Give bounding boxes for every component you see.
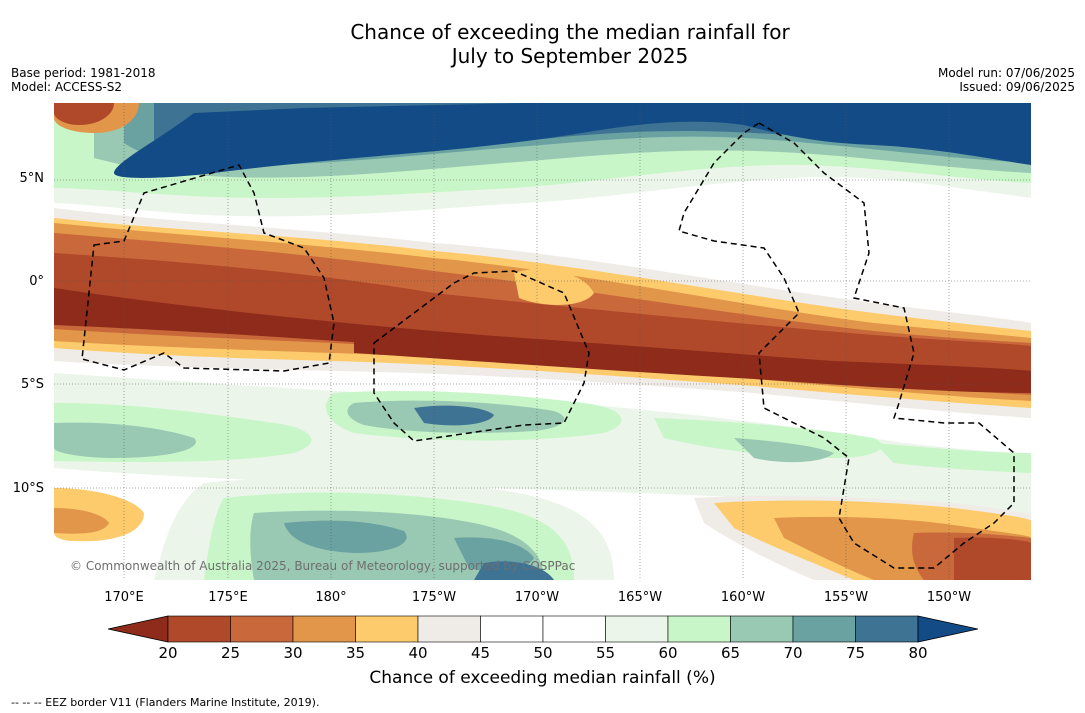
colorbar-bin xyxy=(667,615,731,643)
colorbar-extension-high xyxy=(917,615,978,643)
colorbar-bin xyxy=(230,615,294,643)
copyright-notice: © Commonwealth of Australia 2025, Bureau… xyxy=(70,559,576,573)
colorbar xyxy=(108,615,978,643)
model-name: Model: ACCESS-S2 xyxy=(11,80,123,94)
colorbar-tick-label: 55 xyxy=(595,644,616,662)
lon-label-175w: 175°W xyxy=(411,590,457,605)
lon-label-150w: 150°W xyxy=(926,590,972,605)
colorbar-tick-label: 25 xyxy=(220,644,241,662)
eez-legend-note: -- -- -- EEZ border V11 (Flanders Marine… xyxy=(11,696,320,709)
lon-label-170e: 170°E xyxy=(104,590,144,605)
lat-label-10s: 10°S xyxy=(12,481,44,496)
colorbar-bin xyxy=(730,615,794,643)
title-line-2: July to September 2025 xyxy=(451,44,689,68)
lat-label-0: 0° xyxy=(29,274,44,289)
colorbar-tick-label: 30 xyxy=(283,644,303,662)
colorbar-bin xyxy=(605,615,669,643)
lat-label-5n: 5°N xyxy=(19,171,45,186)
lon-label-180: 180° xyxy=(315,590,347,605)
colorbar-tick-label: 80 xyxy=(908,644,928,662)
colorbar-tick-label: 40 xyxy=(408,644,428,662)
colorbar-tick-label: 45 xyxy=(470,644,491,662)
colorbar-title: Chance of exceeding median rainfall (%) xyxy=(369,668,716,688)
colorbar-tick-label: 70 xyxy=(783,644,803,662)
colorbar-bin xyxy=(855,615,919,643)
colorbar-bin xyxy=(480,615,544,643)
lon-label-155w: 155°W xyxy=(823,590,869,605)
colorbar-extension-low xyxy=(108,615,169,643)
model-run: Model run: 07/06/2025 xyxy=(937,66,1075,80)
base-period: Base period: 1981-2018 xyxy=(11,66,156,80)
meta-right: Model run: 07/06/2025 Issued: 09/06/2025 xyxy=(938,66,1075,94)
meta-left: Base period: 1981-2018 Model: ACCESS-S2 xyxy=(11,66,156,94)
colorbar-tick-label: 75 xyxy=(845,644,866,662)
colorbar-bin xyxy=(792,615,856,643)
map-canvas xyxy=(54,103,1031,580)
issued-date: Issued: 09/06/2025 xyxy=(959,80,1075,94)
lon-label-175e: 175°E xyxy=(208,590,248,605)
colorbar-bin xyxy=(355,615,419,643)
colorbar-tick-label: 35 xyxy=(345,644,366,662)
lon-label-170w: 170°W xyxy=(514,590,560,605)
lon-label-165w: 165°W xyxy=(617,590,663,605)
lon-label-160w: 160°W xyxy=(720,590,766,605)
colorbar-tick-label: 20 xyxy=(158,644,178,662)
colorbar-bin xyxy=(417,615,481,643)
colorbar-tick-label: 65 xyxy=(720,644,741,662)
lat-label-5s: 5°S xyxy=(20,377,44,392)
colorbar-bin xyxy=(542,615,606,643)
map-title: Chance of exceeding the median rainfall … xyxy=(0,20,1085,68)
colorbar-tick-label: 60 xyxy=(658,644,678,662)
colorbar-bin xyxy=(167,615,231,643)
colorbar-tick-label: 50 xyxy=(533,644,553,662)
title-line-1: Chance of exceeding the median rainfall … xyxy=(350,20,790,44)
rainfall-map xyxy=(54,103,1031,580)
colorbar-bin xyxy=(292,615,356,643)
